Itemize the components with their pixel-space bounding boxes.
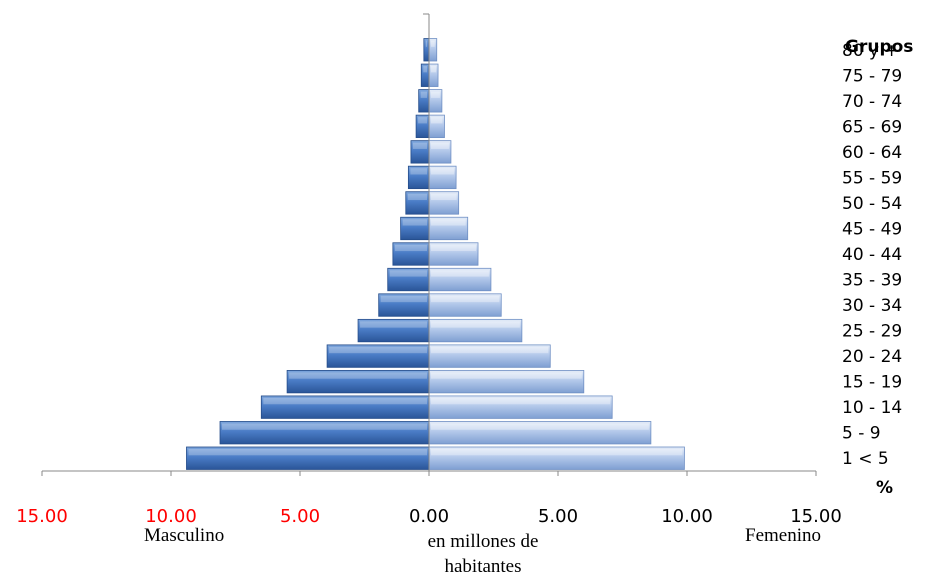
category-labels: 1 < 5 5 - 9 10 - 14 15 - 19 20 - 24 25 - 29 30… (842, 41, 902, 469)
bar-masculino-highlight-12 (412, 142, 427, 149)
bar-femenino-highlight-5 (431, 321, 520, 328)
x-tick-label: 15.00 (16, 506, 68, 527)
category-label: 40 - 44 (842, 245, 902, 265)
bar-femenino-highlight-12 (431, 142, 449, 149)
bar-femenino-highlight-14 (431, 91, 440, 98)
bar-masculino-highlight-1 (222, 423, 427, 430)
bar-femenino-highlight-7 (431, 270, 489, 277)
bar-masculino-highlight-16 (425, 40, 427, 47)
category-label: 75 - 79 (842, 66, 902, 86)
x-axis-label-line1: en millones de (428, 531, 539, 552)
bar-masculino-highlight-4 (329, 346, 427, 354)
right-side-label: Femenino (745, 525, 821, 546)
bar-masculino-highlight-9 (402, 219, 427, 226)
category-label: 50 - 54 (842, 194, 902, 214)
x-tick-label: 5.00 (280, 506, 320, 527)
category-label: 30 - 34 (842, 296, 902, 316)
bar-femenino-highlight-0 (431, 449, 683, 456)
category-label: 45 - 49 (842, 219, 902, 239)
x-axis-label-line2: habitantes (444, 556, 521, 577)
bar-masculino-highlight-6 (380, 295, 427, 303)
bar-femenino-highlight-16 (431, 40, 435, 47)
bar-masculino-highlight-13 (418, 117, 427, 124)
category-label: 15 - 19 (842, 373, 902, 393)
bar-femenino-highlight-13 (431, 117, 443, 124)
legend-title: Grupos (845, 37, 913, 57)
category-label: 55 - 59 (842, 168, 902, 188)
bar-masculino-highlight-11 (410, 168, 427, 175)
category-label: 80 y + (842, 41, 899, 61)
bar-masculino-highlight-8 (394, 244, 427, 252)
bar-femenino-highlight-10 (431, 193, 457, 200)
x-tick-label: 10.00 (661, 506, 713, 527)
bar-femenino-highlight-4 (431, 346, 549, 354)
x-tick-label: 5.00 (538, 506, 578, 527)
category-label: 35 - 39 (842, 271, 902, 291)
category-label: 65 - 69 (842, 117, 902, 137)
bar-masculino-highlight-14 (420, 91, 427, 98)
bar-femenino-highlight-15 (431, 66, 437, 73)
bar-masculino-highlight-5 (360, 321, 427, 328)
bar-masculino-highlight-10 (407, 193, 427, 200)
bar-masculino-highlight-2 (263, 397, 427, 405)
bar-femenino-highlight-6 (431, 295, 500, 303)
bar-masculino-highlight-7 (389, 270, 427, 277)
x-tick-label: 0.00 (409, 506, 449, 527)
bar-femenino-highlight-3 (431, 372, 582, 379)
bar-masculino-highlight-3 (289, 372, 427, 379)
x-tick-labels: 15.00 10.00 5.00 0.00 5.00 10.00 15.00 (16, 506, 842, 527)
bar-masculino-highlight-0 (188, 449, 427, 456)
bar-femenino-highlight-2 (431, 397, 611, 405)
x-tick-label: 15.00 (790, 506, 842, 527)
category-label: 60 - 64 (842, 143, 902, 163)
bar-femenino-highlight-8 (431, 244, 477, 252)
bar-femenino-highlight-9 (431, 219, 466, 226)
bar-femenino-highlight-1 (431, 423, 649, 430)
left-side-label: Masculino (144, 525, 224, 546)
x-tick-label: 10.00 (145, 506, 197, 527)
category-label: 20 - 24 (842, 347, 902, 367)
category-label: 70 - 74 (842, 92, 902, 112)
bar-femenino-highlight-11 (431, 168, 455, 175)
bar-masculino-highlight-15 (423, 66, 427, 73)
category-label: 5 - 9 (842, 424, 881, 444)
category-label: 10 - 14 (842, 398, 902, 418)
axes-layer (41, 13, 817, 476)
bars-layer (186, 38, 685, 470)
category-label: 1 < 5 (842, 449, 889, 469)
unit-label: % (876, 478, 893, 498)
category-label: 25 - 29 (842, 322, 902, 342)
